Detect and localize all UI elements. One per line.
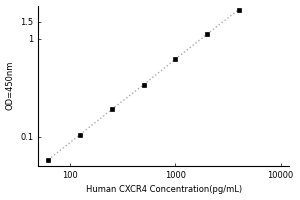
Y-axis label: OD=450nm: OD=450nm [6, 61, 15, 110]
X-axis label: Human CXCR4 Concentration(pg/mL): Human CXCR4 Concentration(pg/mL) [85, 185, 242, 194]
